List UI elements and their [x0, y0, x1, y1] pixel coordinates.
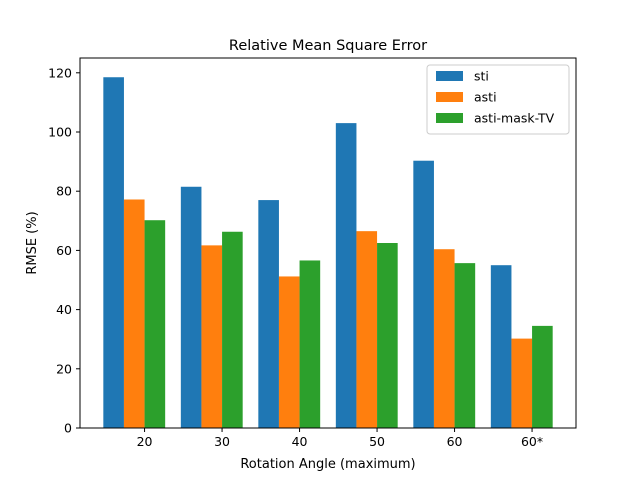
bar-asti-1: [201, 245, 223, 428]
bar-asti-4: [433, 249, 455, 428]
x-tick-label: 60: [447, 434, 463, 449]
legend-swatch-asti: [436, 92, 463, 102]
bar-asti-mask-tv-2: [299, 260, 321, 428]
x-tick-label: 30: [214, 434, 230, 449]
bar-asti-mask-tv-4: [454, 263, 476, 428]
y-tick-label: 80: [56, 184, 72, 199]
bar-sti-0: [103, 77, 124, 429]
x-tick-label: 50: [369, 434, 385, 449]
y-tick-label: 60: [56, 243, 72, 258]
legend-label-asti-mask-tv: asti-mask-TV: [474, 111, 555, 126]
bar-sti-1: [180, 186, 202, 428]
bar-asti-mask-tv-3: [377, 243, 398, 428]
x-axis-ticks: 20 30 40 50 60 60*: [137, 428, 543, 449]
bar-asti-mask-tv-5: [532, 325, 553, 428]
bar-sti-3: [335, 123, 357, 429]
x-axis-label: Rotation Angle (maximum): [240, 457, 415, 472]
chart-title: Relative Mean Square Error: [229, 38, 427, 54]
legend-label-asti: asti: [474, 90, 497, 105]
y-tick-label: 20: [56, 361, 72, 376]
bar-sti-4: [413, 160, 434, 428]
legend: sti asti asti-mask-TV: [426, 64, 570, 135]
bar-asti-mask-tv-0: [144, 220, 166, 428]
y-tick-label: 40: [56, 302, 72, 317]
bar-asti-0: [123, 199, 145, 428]
plot-frame: [79, 57, 577, 429]
bar-asti-5: [511, 338, 533, 428]
bar-sti-2: [258, 200, 279, 428]
bar-asti-mask-tv-1: [222, 231, 243, 428]
bar-sti-5: [490, 265, 512, 428]
y-axis-label: RMSE (%): [25, 211, 40, 274]
y-axis-ticks: 0 20 40 60 80 100 120: [48, 65, 80, 436]
bar-asti-3: [356, 231, 378, 428]
legend-label-sti: sti: [474, 69, 489, 84]
legend-swatch-asti-mask-tv: [436, 113, 463, 123]
bars-group: [103, 77, 553, 429]
x-tick-label: 40: [292, 434, 308, 449]
bar-asti-2: [278, 276, 300, 428]
x-tick-label: 60*: [521, 434, 543, 449]
x-tick-label: 20: [137, 434, 153, 449]
y-tick-label: 0: [64, 421, 72, 436]
legend-swatch-sti: [436, 71, 463, 81]
y-tick-label: 100: [48, 125, 72, 140]
y-tick-label: 120: [48, 65, 72, 80]
